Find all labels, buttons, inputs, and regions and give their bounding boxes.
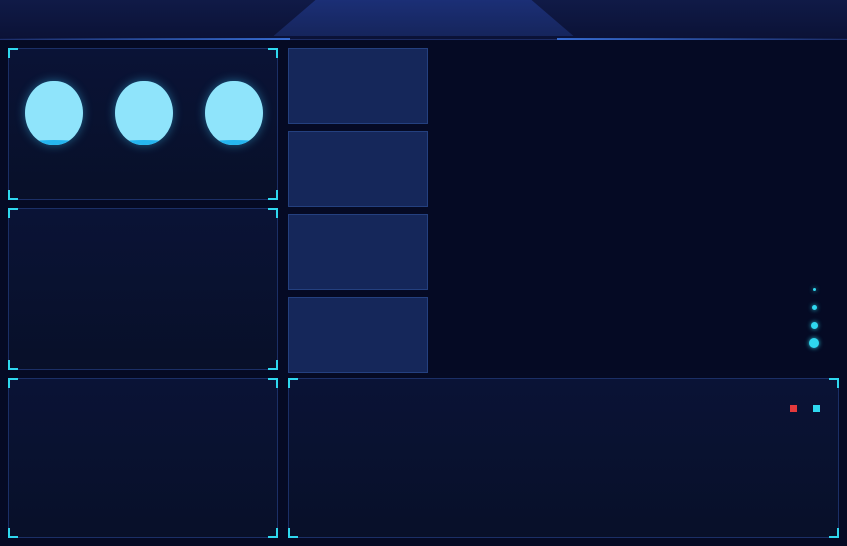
corner-bracket-br <box>268 360 278 370</box>
map-legend-item <box>803 298 829 316</box>
region-map[interactable] <box>432 44 847 378</box>
panel-device-usage <box>8 378 278 538</box>
liquid-gauge[interactable] <box>107 81 181 150</box>
legend-dot-icon <box>803 287 825 291</box>
liquid-ball-icon <box>205 81 263 145</box>
app-header <box>0 0 847 40</box>
liquid-gauge[interactable] <box>17 81 91 150</box>
corner-bracket-tl <box>8 208 18 218</box>
kpi-card[interactable] <box>288 131 428 207</box>
liquid-ball-icon <box>115 81 173 145</box>
panel-user-analysis <box>8 48 278 200</box>
kpi-card[interactable] <box>288 48 428 124</box>
header-accent-line-right <box>557 38 847 40</box>
corner-bracket-bl <box>8 528 18 538</box>
legend-dot-icon <box>803 321 825 329</box>
corner-bracket-bl <box>8 360 18 370</box>
liquid-gauge[interactable] <box>197 81 271 150</box>
legend-swatch-icon <box>813 405 820 412</box>
panel-user-growth <box>288 378 839 538</box>
legend-dot-icon <box>803 338 825 348</box>
gauge-percent <box>205 81 263 145</box>
panel-login-stats <box>8 208 278 370</box>
liquid-ball-icon <box>25 81 83 145</box>
legend-item-growth-rate[interactable] <box>813 405 824 412</box>
corner-bracket-tl <box>8 48 18 58</box>
corner-bracket-tr <box>268 48 278 58</box>
login-area-chart[interactable] <box>13 235 275 365</box>
liquid-gauge-group <box>9 81 279 199</box>
corner-bracket-tr <box>829 378 839 388</box>
header-accent-line-left <box>0 38 290 40</box>
map-svg[interactable] <box>432 44 847 378</box>
page-title <box>0 0 847 40</box>
legend-dot-icon <box>803 304 825 310</box>
header-banner-shape <box>273 0 574 36</box>
corner-bracket-br <box>268 528 278 538</box>
corner-bracket-bl <box>8 190 18 200</box>
legend-swatch-icon <box>790 405 797 412</box>
growth-area-chart[interactable] <box>293 403 836 535</box>
map-legend-item <box>803 334 829 352</box>
corner-bracket-tl <box>288 378 298 388</box>
gauge-percent <box>115 81 173 145</box>
corner-bracket-br <box>268 190 278 200</box>
map-legend <box>803 280 829 352</box>
growth-legend <box>790 405 824 412</box>
corner-bracket-bl <box>288 528 298 538</box>
legend-item-users[interactable] <box>790 405 801 412</box>
corner-bracket-tl <box>8 378 18 388</box>
gauge-percent <box>25 81 83 145</box>
corner-bracket-tr <box>268 378 278 388</box>
corner-bracket-tr <box>268 208 278 218</box>
kpi-card[interactable] <box>288 297 428 373</box>
map-legend-item <box>803 316 829 334</box>
kpi-card[interactable] <box>288 214 428 290</box>
corner-bracket-br <box>829 528 839 538</box>
map-legend-item <box>803 280 829 298</box>
